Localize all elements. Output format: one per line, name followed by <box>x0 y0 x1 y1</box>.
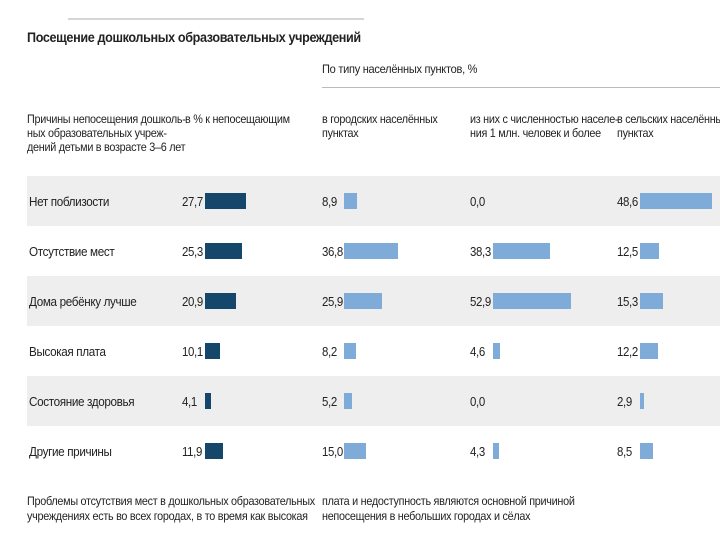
value-label-rural: 48,6 <box>617 193 638 209</box>
value-label-million: 38,3 <box>470 243 491 259</box>
footnote-right: плата и недоступность являются основной … <box>322 494 575 523</box>
bar-million <box>493 293 571 309</box>
value-label-million: 4,6 <box>470 343 485 359</box>
bar-total <box>205 343 220 359</box>
value-label-total: 10,1 <box>182 343 203 359</box>
value-label-total: 25,3 <box>182 243 203 259</box>
bar-total <box>205 193 246 209</box>
table-row: Состояние здоровья 4,1 5,2 0,0 2,9 <box>27 376 720 426</box>
bar-million <box>493 343 500 359</box>
value-label-urban: 36,8 <box>322 243 343 259</box>
bar-million <box>493 443 499 459</box>
value-label-million: 4,3 <box>470 443 485 459</box>
col-header-million: из них с численностью населе- ния 1 млн.… <box>470 112 619 140</box>
top-rule <box>68 18 364 20</box>
table-row: Нет поблизости 27,7 8,9 0,0 48,6 <box>27 176 720 226</box>
value-label-million: 0,0 <box>470 393 485 409</box>
category-label: Нет поблизости <box>29 193 110 209</box>
category-label: Дома ребёнку лучше <box>29 293 137 309</box>
col-header-rural: в сельских населённых пунктах <box>617 112 720 140</box>
value-label-total: 4,1 <box>182 393 197 409</box>
bar-urban <box>344 343 356 359</box>
bar-urban <box>344 293 382 309</box>
table-row: Дома ребёнку лучше 20,9 25,9 52,9 15,3 <box>27 276 720 326</box>
bar-total <box>205 243 242 259</box>
value-label-urban: 8,2 <box>322 343 337 359</box>
col-header-urban: в городских населённых пунктах <box>322 112 438 140</box>
col-header-reason: Причины непосещения дошколь- ных образов… <box>27 112 186 154</box>
value-label-rural: 12,5 <box>617 243 638 259</box>
value-label-rural: 15,3 <box>617 293 638 309</box>
col-header-total: в % к непосещающим <box>185 112 290 126</box>
category-label: Другие причины <box>29 443 112 459</box>
value-label-rural: 8,5 <box>617 443 632 459</box>
bar-urban <box>344 243 398 259</box>
category-label: Отсутствие мест <box>29 243 115 259</box>
bar-total <box>205 293 236 309</box>
bar-million <box>493 243 550 259</box>
bar-rural <box>640 343 658 359</box>
table-row: Другие причины 11,9 15,0 4,3 8,5 <box>27 426 720 476</box>
page-title: Посещение дошкольных образовательных учр… <box>27 29 361 45</box>
group-header: По типу населённых пунктов, % <box>322 62 478 76</box>
value-label-rural: 2,9 <box>617 393 632 409</box>
table-row: Высокая плата 10,1 8,2 4,6 12,2 <box>27 326 720 376</box>
value-label-total: 11,9 <box>182 443 203 459</box>
bar-urban <box>344 193 357 209</box>
bar-total <box>205 393 211 409</box>
value-label-urban: 5,2 <box>322 393 337 409</box>
value-label-urban: 8,9 <box>322 193 337 209</box>
bar-urban <box>344 443 366 459</box>
bar-urban <box>344 393 352 409</box>
value-label-million: 0,0 <box>470 193 485 209</box>
footnote-left: Проблемы отсутствия мест в дошкольных об… <box>27 494 315 523</box>
value-label-million: 52,9 <box>470 293 491 309</box>
value-label-urban: 15,0 <box>322 443 343 459</box>
value-label-rural: 12,2 <box>617 343 638 359</box>
table-row: Отсутствие мест 25,3 36,8 38,3 12,5 <box>27 226 720 276</box>
bar-rural <box>640 443 653 459</box>
category-label: Состояние здоровья <box>29 393 135 409</box>
value-label-total: 27,7 <box>182 193 203 209</box>
value-label-urban: 25,9 <box>322 293 343 309</box>
bar-total <box>205 443 223 459</box>
group-rule <box>322 87 720 88</box>
value-label-total: 20,9 <box>182 293 203 309</box>
bar-rural <box>640 243 659 259</box>
bar-rural <box>640 293 663 309</box>
category-label: Высокая плата <box>29 343 106 359</box>
bar-rural <box>640 393 644 409</box>
bar-rural <box>640 193 712 209</box>
